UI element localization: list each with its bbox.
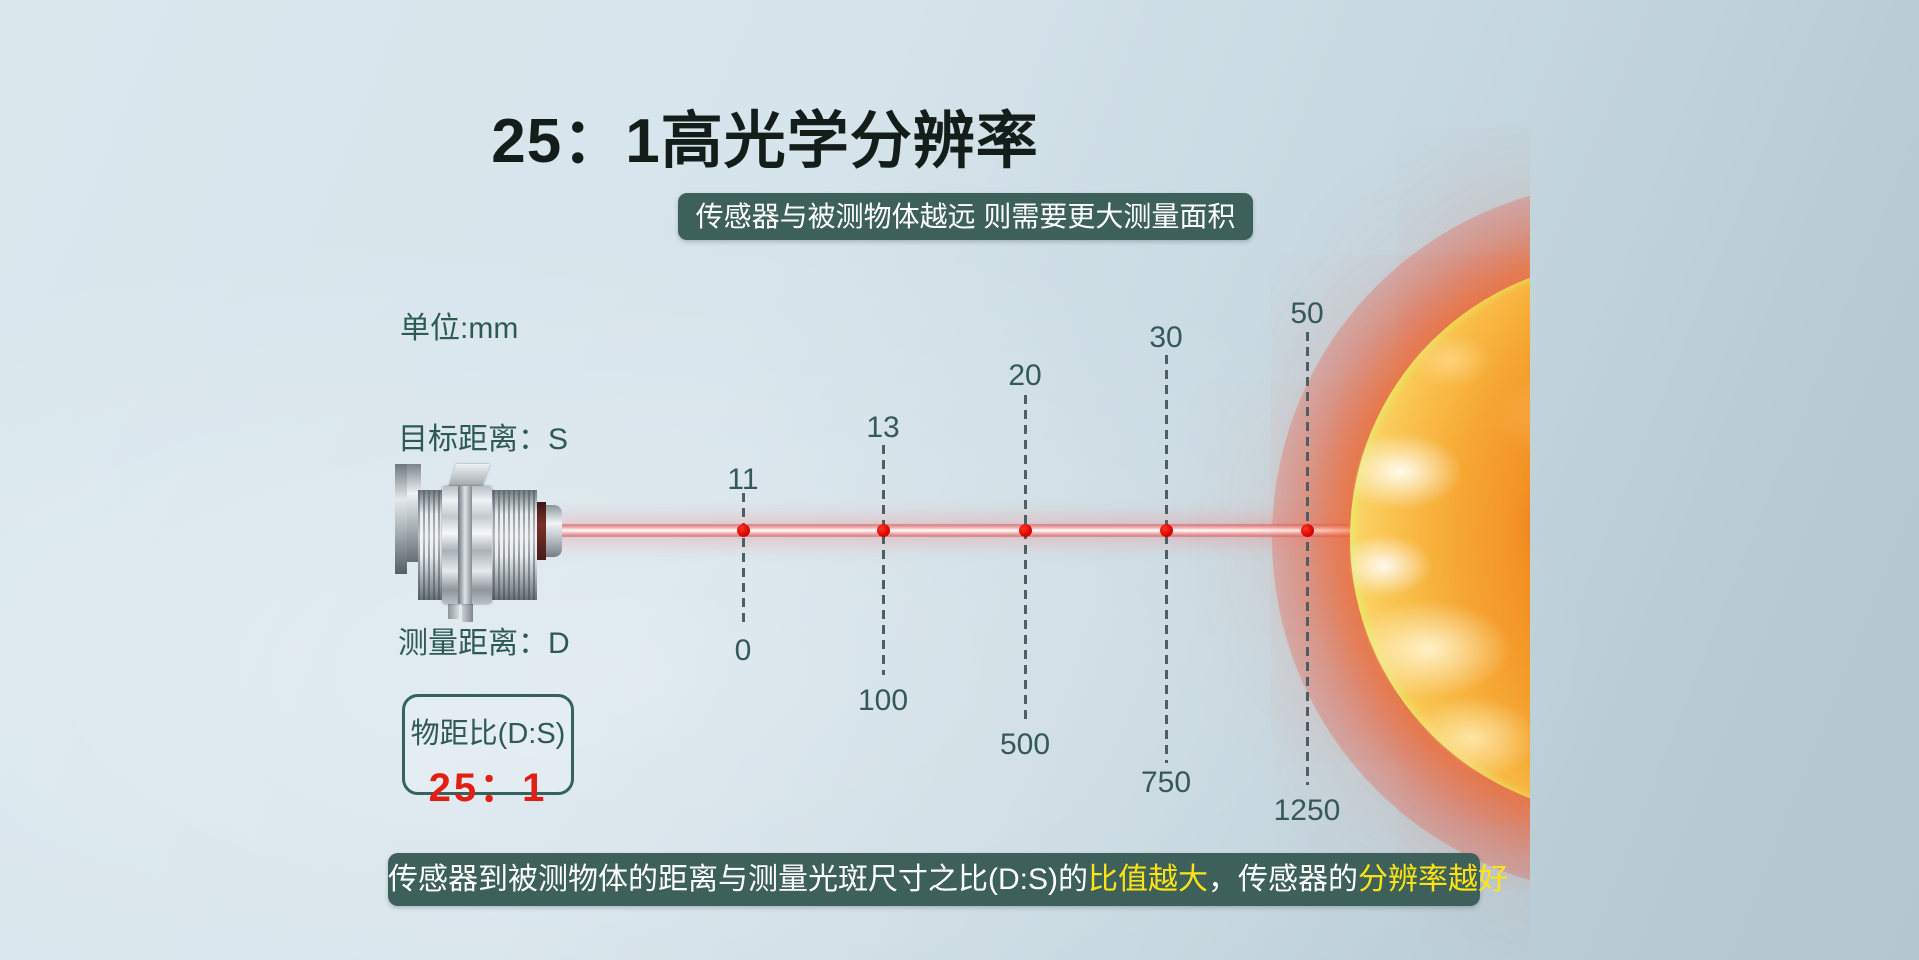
laser-beam [560,523,1372,538]
sensor-bracket-leg [462,604,473,622]
sensor-bracket-tab [448,464,490,488]
target-distance-label: 目标距离：S [398,423,569,456]
spot-size-label: 13 [866,411,900,444]
ratio-box-label: 物距比(D:S) [410,718,566,750]
distance-label: 1250 [1273,794,1341,827]
laser-dot [1300,524,1314,537]
distance-label: 100 [857,684,909,717]
footer-text: 传感器到被测物体的距离与测量光斑尺寸之比(D:S)的 [388,863,1088,896]
spot-size-label: 20 [1008,359,1042,392]
sensor-bracket-leg [448,604,459,619]
sensor-lens-tip [546,505,562,557]
spot-size-label: 50 [1290,297,1324,330]
ratio-box: 物距比(D:S) 25：1 [402,694,574,810]
footer-highlight: 分辨率越好 [1358,863,1508,896]
laser-dot [1018,524,1032,537]
sensor-seal-ring [537,502,546,560]
dashed-marker-line [741,493,745,625]
dashed-marker-line [1023,395,1027,722]
distance-label: 750 [1140,766,1192,799]
sensor-connector-step [395,464,407,574]
subtitle-banner: 传感器与被测物体越远 则需要更大测量面积 [678,193,1253,240]
dashed-marker-line [881,445,885,675]
distance-label: 500 [999,728,1051,761]
ratio-box-value: 25：1 [428,766,548,810]
diagram-stage: 11 0 13 100 20 500 30 750 50 1250 [0,0,1530,960]
page-title: 25：1高光学分辨率 [491,107,1039,176]
sensor-image [395,464,567,622]
laser-dot [736,524,750,537]
footer-text: ，传感器的 [1208,863,1358,896]
footer-highlight: 比值越大 [1088,863,1208,896]
spot-size-label: 11 [727,463,759,496]
measure-distance-label: 测量距离：D [398,627,570,660]
laser-dot [876,524,890,537]
dashed-marker-line [1305,332,1309,785]
spot-size-label: 30 [1149,321,1183,354]
dashed-marker-line [1164,355,1168,763]
sensor-mount-plate [458,486,472,604]
distance-label: 0 [734,634,752,667]
laser-dot [1159,524,1173,537]
unit-note: 单位:mm [400,312,519,345]
footer-banner: 传感器到被测物体的距离与测量光斑尺寸之比(D:S)的比值越大，传感器的分辨率越好 [388,853,1508,906]
